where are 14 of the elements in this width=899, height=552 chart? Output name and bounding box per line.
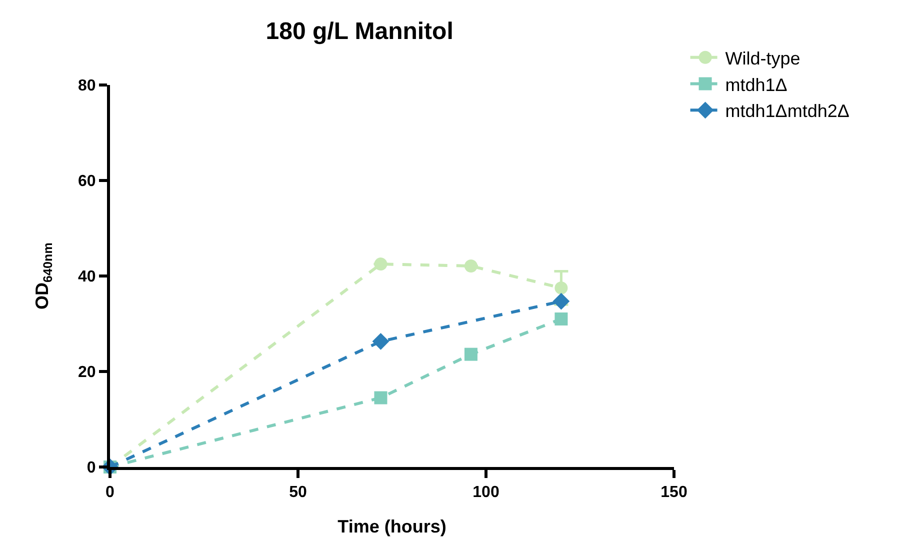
x-tick-label: 150 xyxy=(660,484,688,502)
x-tick-label: 50 xyxy=(289,484,307,502)
x-tick-label: 0 xyxy=(106,484,115,502)
x-axis-title: Time (hours) xyxy=(338,516,446,536)
y-tick-label: 80 xyxy=(78,78,96,95)
y-tick-label: 40 xyxy=(78,268,96,286)
y-tick-label: 60 xyxy=(78,173,96,190)
legend-label: mtdh1Δmtdh2Δ xyxy=(725,101,850,122)
legend-label: Wild-type xyxy=(725,48,800,68)
x-tick-label: 100 xyxy=(472,484,500,502)
legend-label: mtdh1Δ xyxy=(725,74,788,95)
y-tick-label: 20 xyxy=(78,364,96,382)
chart-title: 180 g/L Mannitol xyxy=(266,18,454,45)
y-tick-label: 0 xyxy=(86,460,96,477)
